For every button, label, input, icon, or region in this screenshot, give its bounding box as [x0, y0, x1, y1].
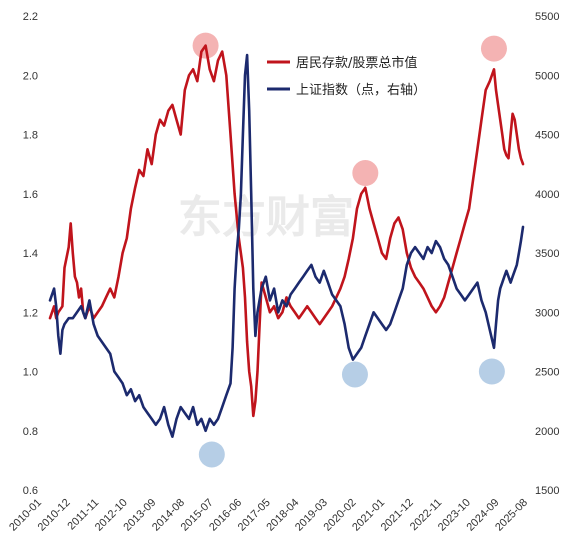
left-tick-label-3: 1.2: [23, 307, 38, 319]
legend-label-index: 上证指数（点，右轴）: [296, 83, 426, 98]
highlight-markers: [192, 32, 507, 468]
left-axis: 0.6 0.8 1.0 1.2 1.4 1.6 1.8 2.0 2.2: [23, 11, 38, 497]
trough-marker-5: [478, 358, 505, 385]
series-line-index: [48, 53, 525, 438]
watermark: 东方财富: [178, 192, 354, 243]
left-tick-label-6: 1.8: [23, 130, 38, 142]
series-layer: [48, 44, 525, 438]
right-tick-label-7: 5000: [535, 70, 559, 82]
legend: 居民存款/股票总市值 上证指数（点，右轴）: [267, 55, 426, 98]
right-tick-label-8: 5500: [535, 11, 559, 23]
x-tick-label-17: 2025-08: [493, 497, 530, 534]
right-tick-label-0: 1500: [535, 485, 559, 497]
left-tick-label-7: 2.0: [23, 70, 38, 82]
series-line-ratio: [48, 44, 525, 418]
right-tick-label-2: 2500: [535, 367, 559, 379]
right-tick-label-4: 3500: [535, 248, 559, 260]
left-tick-label-4: 1.4: [23, 248, 38, 260]
trough-marker-4: [341, 361, 368, 388]
left-tick-label-1: 0.8: [23, 426, 38, 438]
x-tick-label-1: 2010-12: [36, 497, 73, 534]
right-axis: 1500 2000 2500 3000 3500 4000 4500 5000 5500: [535, 11, 559, 497]
peak-marker-2: [480, 35, 507, 62]
right-tick-label-3: 3000: [535, 307, 559, 319]
legend-label-ratio: 居民存款/股票总市值: [296, 55, 417, 71]
right-tick-label-1: 2000: [535, 426, 559, 438]
left-tick-label-2: 1.0: [23, 367, 38, 379]
left-tick-label-0: 0.6: [23, 485, 38, 497]
right-tick-label-6: 4500: [535, 130, 559, 142]
x-axis: 2010-012010-122011-112012-102013-092014-…: [7, 497, 530, 534]
left-tick-label-5: 1.6: [23, 189, 38, 201]
left-tick-label-8: 2.2: [23, 11, 38, 23]
right-tick-label-5: 4000: [535, 189, 559, 201]
trough-marker-3: [198, 441, 225, 468]
peak-marker-1: [352, 160, 379, 187]
